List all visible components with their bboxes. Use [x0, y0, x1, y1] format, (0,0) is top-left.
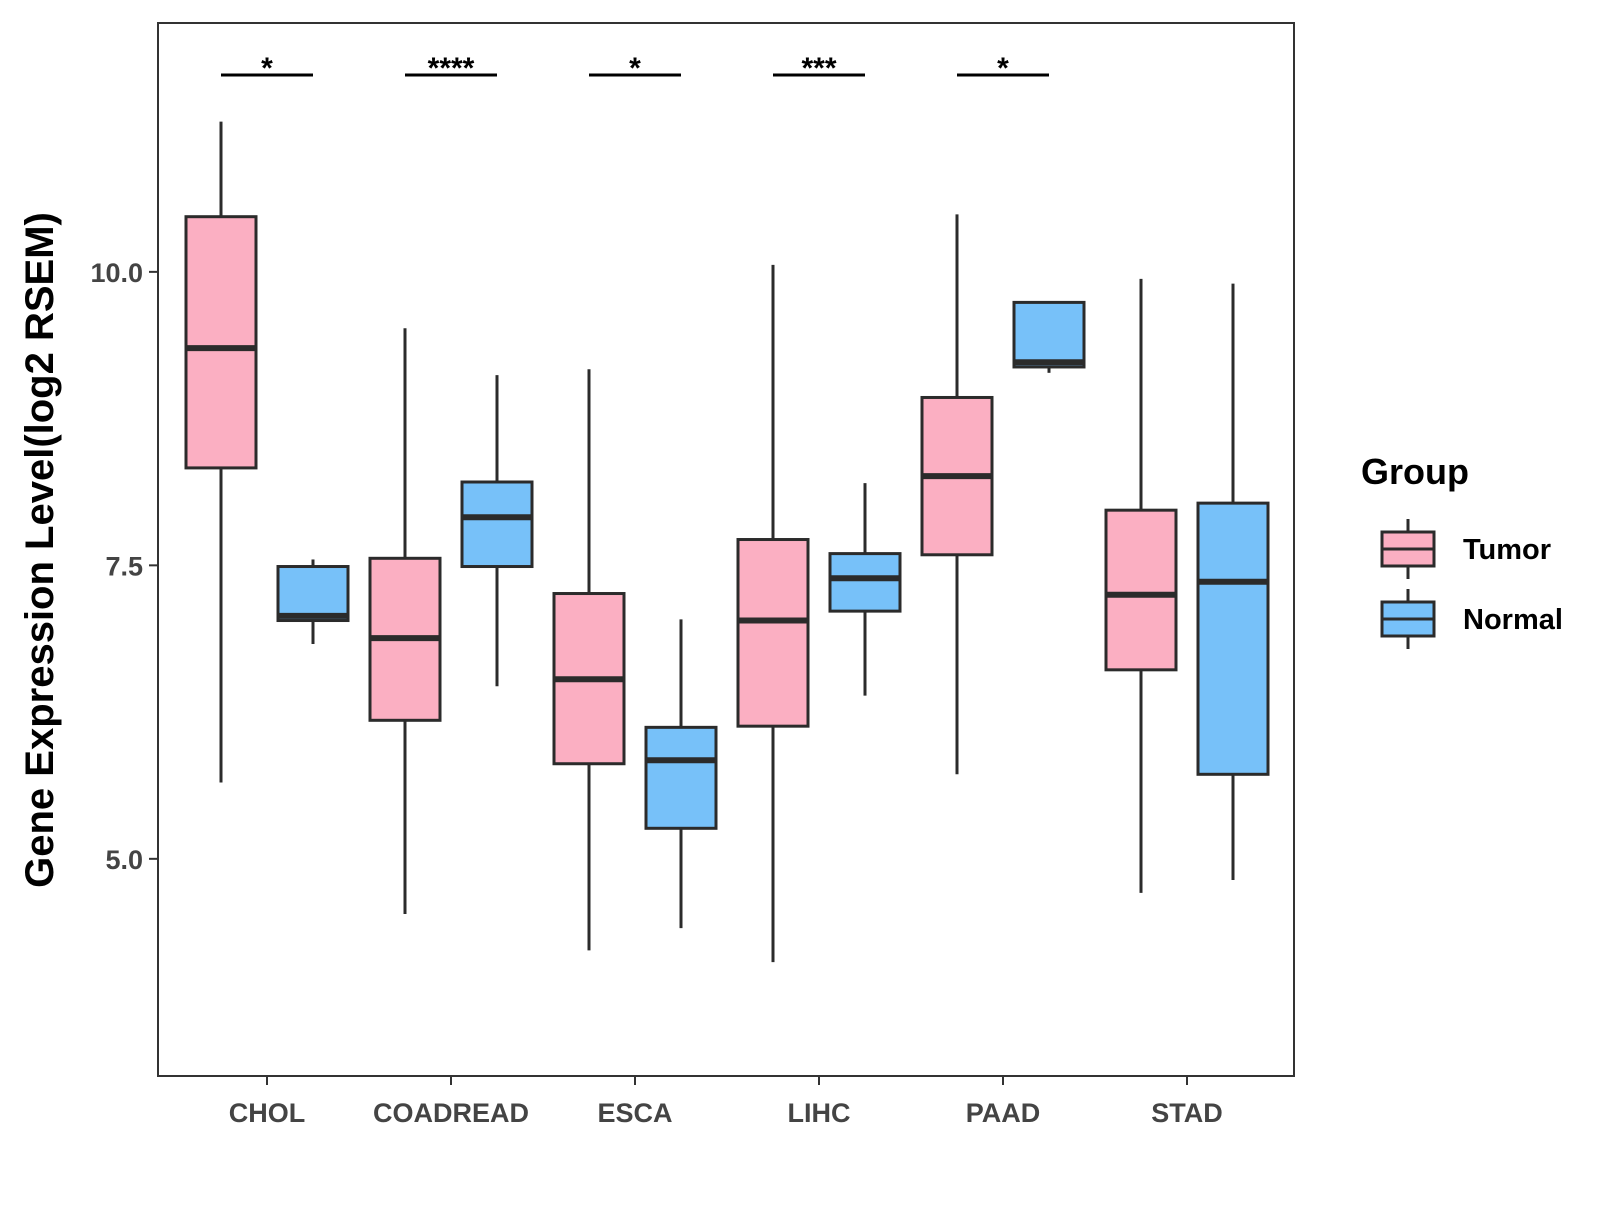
- significance-label-coadread: ****: [428, 52, 475, 85]
- y-tick-label-10-0: 10.0: [90, 258, 143, 288]
- legend-label-normal: Normal: [1463, 604, 1563, 636]
- box-normal-stad: [1196, 283, 1270, 880]
- box-tumor-paad: [920, 214, 994, 775]
- box-normal-esca: [644, 619, 718, 929]
- box-tumor-stad: [1104, 278, 1178, 893]
- significance-label-paad: *: [997, 52, 1009, 85]
- significance-layer: * **** * *** *: [221, 52, 1049, 85]
- iqr-box-normal-stad: [1196, 501, 1270, 776]
- x-tick-label-paad: PAAD: [966, 1098, 1041, 1128]
- iqr-box-tumor-lihc: [736, 538, 810, 728]
- iqr-box-tumor-stad: [1104, 508, 1178, 672]
- legend-title: Group: [1361, 451, 1469, 492]
- iqr-box-tumor-chol: [184, 215, 258, 470]
- box-tumor-coadread: [368, 328, 442, 914]
- x-tick-label-coadread: COADREAD: [373, 1098, 529, 1128]
- box-normal-chol: [276, 559, 350, 644]
- box-tumor-chol: [184, 121, 258, 783]
- significance-label-chol: *: [261, 52, 273, 85]
- iqr-box-normal-esca: [644, 725, 718, 830]
- box-normal-lihc: [828, 483, 902, 696]
- y-tick-label-7-5: 7.5: [105, 551, 143, 581]
- significance-label-esca: *: [629, 52, 641, 85]
- iqr-box-normal-coadread: [460, 480, 534, 569]
- x-tick-label-chol: CHOL: [229, 1098, 306, 1128]
- legend-item-tumor: Tumor: [1380, 519, 1551, 579]
- x-tick-label-stad: STAD: [1151, 1098, 1223, 1128]
- box-tumor-lihc: [736, 264, 810, 963]
- box-normal-paad: [1012, 300, 1086, 373]
- y-axis-title: Gene Expression Level(log2 RSEM): [18, 212, 62, 888]
- x-tick-label-lihc: LIHC: [788, 1098, 851, 1128]
- x-tick-label-esca: ESCA: [597, 1098, 672, 1128]
- boxes-layer: [184, 121, 1270, 963]
- iqr-box-normal-lihc: [828, 552, 902, 613]
- iqr-box-normal-paad: [1012, 300, 1086, 369]
- box-normal-coadread: [460, 375, 534, 687]
- box-tumor-esca: [552, 369, 626, 951]
- axis-ticks: 5.0 7.5 10.0 CHOL COADREAD ESCA LIHC PAAD STAD: [90, 258, 1222, 1128]
- legend: Group Tumor Normal: [1361, 451, 1563, 649]
- legend-items: Tumor Normal: [1380, 519, 1563, 649]
- legend-label-tumor: Tumor: [1463, 534, 1551, 566]
- legend-item-normal: Normal: [1380, 589, 1563, 649]
- y-tick-label-5-0: 5.0: [105, 845, 143, 875]
- significance-label-lihc: ***: [801, 52, 836, 85]
- iqr-box-normal-chol: [276, 565, 350, 623]
